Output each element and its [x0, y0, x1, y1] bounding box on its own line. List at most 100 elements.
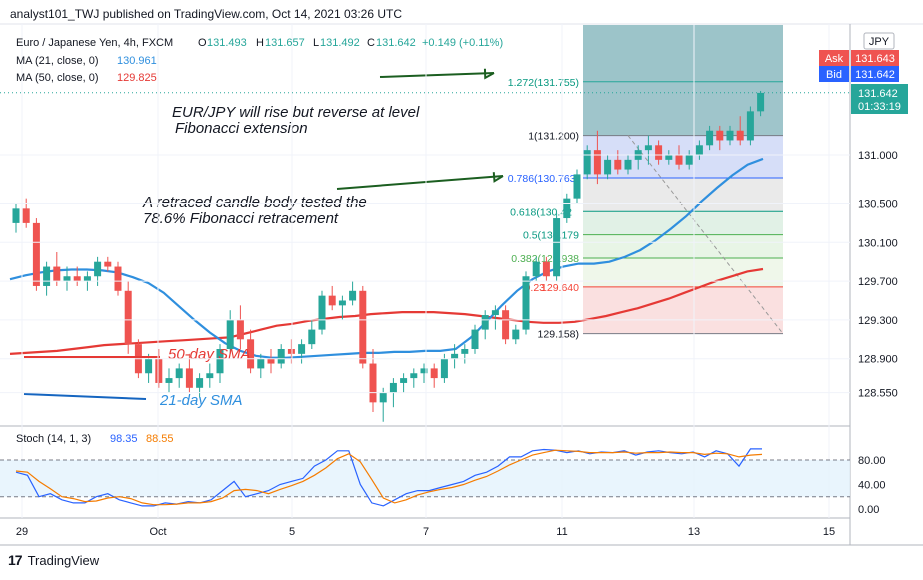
candle-body	[216, 349, 224, 374]
candle-body	[12, 208, 20, 223]
price-legend: Euro / Japanese Yen, 4h, FXCM O 131.493 …	[16, 37, 503, 84]
ma50-line	[9, 267, 764, 355]
candle-body	[298, 344, 306, 354]
candle-body	[665, 155, 673, 160]
fib-zone-top	[583, 25, 783, 82]
candle-body	[389, 382, 397, 393]
candle-body	[196, 378, 204, 388]
candle-body	[532, 261, 540, 277]
candle-body	[185, 368, 193, 388]
stoch-k-line	[15, 448, 762, 507]
fib-zone	[583, 211, 783, 235]
close-label: C	[367, 37, 375, 49]
annotation-arrow-1-head	[483, 68, 495, 80]
candle-body	[308, 329, 316, 345]
candle-body	[338, 300, 346, 306]
candle-body	[369, 363, 377, 403]
ma50-value: 129.825	[117, 72, 157, 84]
fib-level-label: 0.23	[525, 282, 546, 294]
high-value: 131.657	[265, 37, 305, 49]
stoch-band	[0, 459, 850, 497]
stoch-d-line	[15, 449, 763, 506]
price-tick-label: 129.700	[858, 276, 898, 288]
sma21-annotation: 21-day SMA	[159, 392, 243, 409]
candle-body	[83, 276, 91, 282]
candle-body	[328, 295, 336, 306]
candle-body	[553, 218, 561, 277]
ma21-line	[9, 157, 764, 359]
fib-level-label: 0.618(130.42	[510, 206, 572, 218]
stoch-tick-label: 40.00	[858, 479, 886, 491]
ma21-value: 130.961	[117, 55, 157, 67]
candle-body	[165, 378, 173, 383]
stoch-k-value: 98.35	[110, 433, 138, 445]
candle-body	[542, 261, 550, 277]
candle-body	[471, 329, 479, 349]
annotation-arrow-1	[379, 72, 495, 78]
candle-body	[267, 358, 275, 364]
fib-zone	[583, 258, 783, 287]
candle-body	[206, 373, 214, 379]
annotation-text-2: A retraced candle body tested the	[142, 194, 367, 211]
fibonacci-tool[interactable]: 1.272(131.755) 1(131.200) 0.786(130.763) 0.…	[508, 25, 784, 341]
svg-text:Ask: Ask	[825, 53, 844, 65]
fib-zone	[583, 286, 783, 334]
candle-body	[277, 349, 285, 364]
fib-level-label: 1(131.200)	[528, 131, 579, 143]
close-value: 131.642	[376, 37, 416, 49]
ma50-label: MA (50, close, 0)	[16, 72, 99, 84]
candle-body	[22, 208, 30, 223]
candle-body	[593, 150, 601, 175]
time-tick-label: 7	[423, 526, 429, 538]
candle-body	[104, 261, 112, 267]
currency-badge[interactable]: JPY	[863, 32, 895, 50]
sma21-annotation-line	[23, 393, 147, 400]
fib-level-label: 0.786(130.763)	[508, 173, 579, 185]
candle-body	[94, 261, 102, 277]
symbol-label: Euro / Japanese Yen, 4h, FXCM	[16, 37, 173, 49]
candle-body	[349, 290, 357, 301]
ask-price: 131.643	[855, 53, 895, 65]
candle-body	[63, 276, 71, 282]
candle-body	[624, 159, 632, 170]
candle-body	[644, 145, 652, 151]
low-label: L	[313, 37, 319, 49]
candle-body	[114, 266, 122, 291]
candle-body	[757, 92, 765, 112]
bid-price: 131.642	[855, 69, 895, 81]
price-tick-label: 131.000	[858, 150, 898, 162]
tradingview-logo[interactable]: 17 TradingView	[8, 552, 99, 568]
candle-body	[43, 266, 51, 286]
candle-body	[736, 130, 744, 141]
annotation-arrow-2-head	[492, 172, 504, 183]
candle-body	[512, 329, 520, 340]
candle-body	[706, 130, 714, 146]
ask-label-box: Ask 131.643	[819, 50, 899, 66]
candle-body	[73, 276, 81, 282]
fib-zone	[583, 177, 783, 212]
last-price: 131.642	[858, 88, 898, 100]
candle-body	[318, 295, 326, 330]
sma50-annotation: 50-day SMA	[168, 346, 251, 363]
candle-body	[53, 266, 61, 282]
candle-body	[675, 155, 683, 165]
candle-body	[522, 276, 530, 330]
candle-body	[451, 353, 459, 359]
candle-body	[257, 358, 265, 369]
candle-body	[410, 373, 418, 379]
svg-text:JPY: JPY	[869, 36, 890, 48]
annotation-text-1: EUR/JPY will rise but reverse at level	[172, 104, 420, 121]
fib-level-label: 1.272(131.755)	[508, 77, 579, 89]
fib-level-label: 129.158)	[538, 329, 579, 341]
candle-body	[226, 319, 234, 349]
fib-zone	[583, 234, 783, 259]
price-tick-label: 129.300	[858, 315, 898, 327]
svg-text:Bid: Bid	[826, 69, 842, 81]
published-line: analyst101_TWJ published on TradingView.…	[10, 7, 402, 21]
last-price-box: 131.642 01:33:19	[851, 84, 908, 114]
candle-body	[287, 349, 295, 354]
time-tick-label: 5	[289, 526, 295, 538]
candle-body	[175, 368, 183, 379]
change-value: +0.149 (+0.11%)	[422, 37, 503, 49]
